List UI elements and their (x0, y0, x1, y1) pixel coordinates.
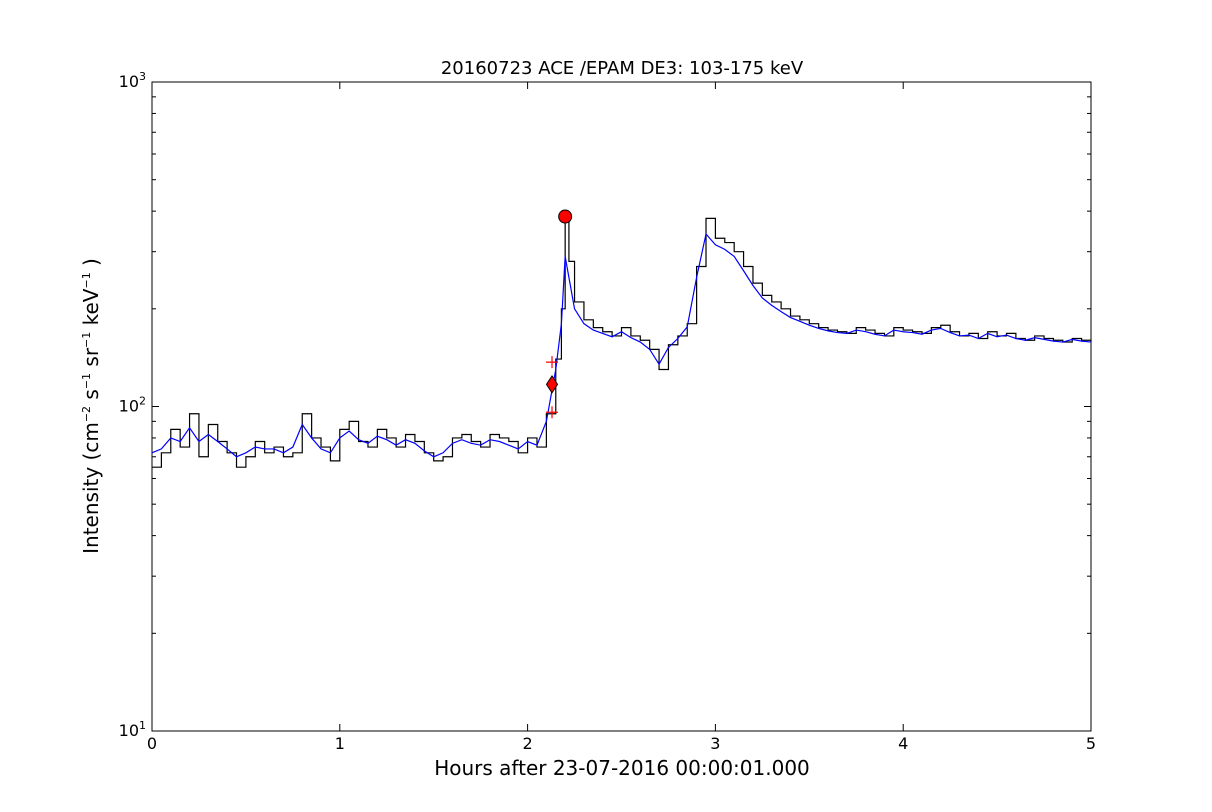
peak-marker-circle (558, 209, 573, 224)
onset-marker-diamond (545, 374, 559, 394)
plot-area (151, 209, 1092, 468)
y-tick-label: 101 (119, 719, 146, 740)
x-tick-label: 4 (898, 734, 908, 753)
y-tick-label: 102 (119, 395, 146, 416)
y-tick-label: 103 (119, 70, 146, 91)
x-tick-label: 5 (1086, 734, 1096, 753)
y-axis-label: Intensity (cm−2 s−1 sr−1 keV−1 ) (79, 258, 103, 554)
series-line-2 (151, 232, 1092, 458)
x-tick-label: 2 (523, 734, 533, 753)
x-axis-label: Hours after 23-07-2016 00:00:01.000 (434, 756, 810, 780)
axis-ticks: 0 1 2 3 4 5 101 102 103 (119, 70, 1096, 753)
onset-bound-marker-3 (546, 406, 559, 419)
x-tick-label: 3 (710, 734, 720, 753)
chart-title: 20160723 ACE /EPAM DE3: 103-175 keV (441, 58, 804, 79)
x-tick-label: 1 (335, 734, 345, 753)
x-tick-label: 0 (147, 734, 157, 753)
onset-bound-marker-2 (546, 356, 559, 369)
